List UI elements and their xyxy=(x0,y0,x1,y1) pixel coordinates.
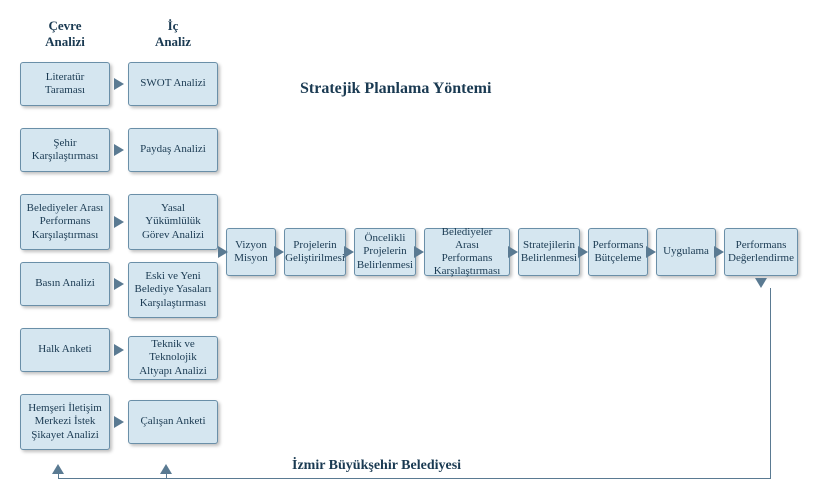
arrow-right-icon xyxy=(274,246,284,258)
int-box-3: Eski ve Yeni Belediye Yasaları Karşılaşt… xyxy=(128,262,218,318)
flow-box-4: Stratejilerin Belirlenmesi xyxy=(518,228,580,276)
arrow-right-icon xyxy=(344,246,354,258)
connector-line xyxy=(58,474,59,478)
env-box-1: Şehir Karşılaştırması xyxy=(20,128,110,172)
flow-box-3: Belediyeler Arası Performans Karşılaştır… xyxy=(424,228,510,276)
int-box-0: SWOT Analizi xyxy=(128,62,218,106)
page-title: Stratejik Planlama Yöntemi xyxy=(300,80,491,98)
page-title-text: Stratejik Planlama Yöntemi xyxy=(300,80,491,97)
int-box-4: Teknik ve Teknolojik Altyapı Analizi xyxy=(128,336,218,380)
connector-line xyxy=(770,288,771,478)
flow-box-0: Vizyon Misyon xyxy=(226,228,276,276)
footer-text-content: İzmir Büyükşehir Belediyesi xyxy=(292,458,461,473)
arrow-right-icon xyxy=(646,246,656,258)
arrow-right-icon xyxy=(114,216,124,228)
arrow-right-icon xyxy=(114,78,124,90)
flow-box-1: Projelerin Geliştirilmesi xyxy=(284,228,346,276)
arrow-right-icon xyxy=(218,246,228,258)
arrow-up-icon xyxy=(52,464,64,474)
int-box-5: Çalışan Anketi xyxy=(128,400,218,444)
arrow-down-icon xyxy=(755,278,767,288)
arrow-right-icon xyxy=(114,344,124,356)
flow-box-5: Performans Bütçeleme xyxy=(588,228,648,276)
arrow-up-icon xyxy=(160,464,172,474)
connector-line xyxy=(166,474,167,478)
int-col-header: İçAnaliz xyxy=(128,18,218,49)
flow-box-6: Uygulama xyxy=(656,228,716,276)
env-box-2: Belediyeler Arası Performans Karşılaştır… xyxy=(20,194,110,250)
footer-text: İzmir Büyükşehir Belediyesi xyxy=(292,458,461,474)
int-col-header-text: İçAnaliz xyxy=(155,18,191,49)
int-box-2: Yasal Yükümlülük Görev Analizi xyxy=(128,194,218,250)
arrow-right-icon xyxy=(578,246,588,258)
env-box-4: Halk Anketi xyxy=(20,328,110,372)
arrow-right-icon xyxy=(114,144,124,156)
arrow-right-icon xyxy=(114,416,124,428)
env-box-5: Hemşeri İletişim Merkezi İstek Şikayet A… xyxy=(20,394,110,450)
env-col-header: ÇevreAnalizi xyxy=(20,18,110,49)
env-col-header-text: ÇevreAnalizi xyxy=(45,18,85,49)
arrow-right-icon xyxy=(508,246,518,258)
env-box-0: Literatür Taraması xyxy=(20,62,110,106)
arrow-right-icon xyxy=(414,246,424,258)
flow-box-7: Performans Değerlendirme xyxy=(724,228,798,276)
connector-line xyxy=(58,478,771,479)
int-box-1: Paydaş Analizi xyxy=(128,128,218,172)
arrow-right-icon xyxy=(114,278,124,290)
env-box-3: Basın Analizi xyxy=(20,262,110,306)
flow-box-2: Öncelikli Projelerin Belirlenmesi xyxy=(354,228,416,276)
arrow-right-icon xyxy=(714,246,724,258)
